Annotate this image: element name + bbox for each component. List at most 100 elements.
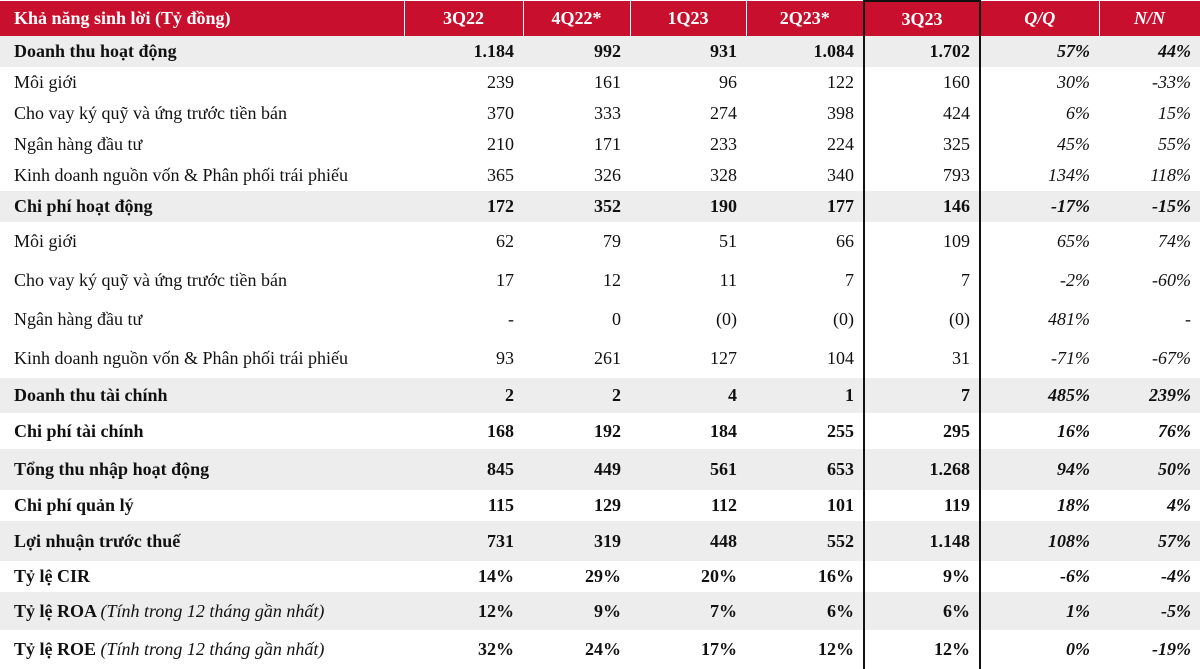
row-label: Môi giới <box>0 67 404 98</box>
row-label: Tỷ lệ CIR <box>0 561 404 592</box>
table-row: Ngân hàng đầu tư 210 171 233 224 325 45% 55% <box>0 129 1200 160</box>
cell-3q23: 793 <box>863 160 981 191</box>
cell-3q23: 109 <box>863 222 981 261</box>
row-note: (Tính trong 12 tháng gần nhất) <box>100 600 325 621</box>
column-header-4q22: 4Q22* <box>523 1 631 36</box>
row-label-text: Chi phí quản lý <box>14 495 134 515</box>
row-label: Ngân hàng đầu tư <box>0 300 404 339</box>
cell-2q23: 104 <box>827 348 854 368</box>
cell-3q22: 93 <box>496 348 514 368</box>
row-label: Tổng thu nhập hoạt động <box>0 449 404 490</box>
cell-1q23: 127 <box>710 348 737 368</box>
cell-2q23: (0) <box>833 309 854 329</box>
cell-1q23: 184 <box>710 420 737 441</box>
row-label: Tỷ lệ ROE (Tính trong 12 tháng gần nhất) <box>0 630 404 669</box>
cell-1q23: 274 <box>710 103 737 123</box>
cell-3q23: (0) <box>863 300 981 339</box>
row-label-text: Chi phí tài chính <box>14 420 144 441</box>
table-row: Tỷ lệ CIR 14% 29% 20% 16% 9% -6% -4% <box>0 561 1200 592</box>
cell-yoy: 76% <box>1158 420 1191 441</box>
cell-1q23: (0) <box>716 309 737 329</box>
cell-4q22: 29% <box>585 566 621 586</box>
cell-yoy: -15% <box>1099 191 1200 222</box>
cell-2q23: 224 <box>827 134 854 154</box>
cell-3q23: 1.702 <box>863 36 981 67</box>
cell-1q23: 96 <box>719 72 737 92</box>
cell-3q23: 6% <box>863 592 981 630</box>
column-header-qoq: Q/Q <box>980 1 1100 36</box>
cell-1q23: 17% <box>701 639 737 659</box>
column-header-3q22: 3Q22 <box>404 1 524 36</box>
table-row: Kinh doanh nguồn vốn & Phân phối trái ph… <box>0 160 1200 191</box>
cell-2q23: 1 <box>746 378 864 413</box>
cell-yoy: -5% <box>1099 592 1200 630</box>
cell-qoq: 0% <box>1066 639 1090 659</box>
cell-3q22: 12% <box>404 592 523 630</box>
table-row: Tổng thu nhập hoạt động 845 449 561 653 1.268… <box>0 449 1200 490</box>
row-label-text: Ngân hàng đầu tư <box>14 134 143 154</box>
cell-yoy: 15% <box>1158 103 1191 123</box>
cell-yoy: - <box>1185 309 1191 329</box>
cell-3q22: 731 <box>404 521 523 561</box>
cell-yoy: 44% <box>1099 36 1200 67</box>
cell-1q23: 11 <box>719 270 737 290</box>
table-row: Cho vay ký quỹ và ứng trước tiền bán 370 3… <box>0 98 1200 129</box>
cell-2q23: 12% <box>818 639 854 659</box>
cell-4q22: 9% <box>523 592 630 630</box>
cell-2q23: 1.084 <box>746 36 864 67</box>
cell-3q23: 295 <box>863 413 981 449</box>
cell-3q22: 172 <box>404 191 523 222</box>
row-label-text: Doanh thu hoạt động <box>14 41 177 61</box>
table-row: Chi phí hoạt động 172 352 190 177 146 -17% -15% <box>0 191 1200 222</box>
cell-1q23: 112 <box>710 495 737 515</box>
cell-2q23: 653 <box>746 449 864 490</box>
cell-3q23: 146 <box>863 191 981 222</box>
cell-2q23: 177 <box>746 191 864 222</box>
cell-3q23: 424 <box>863 98 981 129</box>
row-label-text: Ngân hàng đầu tư <box>14 309 143 329</box>
cell-3q23: 7 <box>863 378 981 413</box>
cell-3q22: 62 <box>496 231 514 251</box>
cell-yoy: -4% <box>1161 566 1191 586</box>
cell-3q23: 1.268 <box>863 449 981 490</box>
table-row: Lợi nhuận trước thuế 731 319 448 552 1.148 108… <box>0 521 1200 561</box>
cell-2q23: 255 <box>827 420 854 441</box>
column-header-2q23: 2Q23* <box>746 1 865 36</box>
cell-3q23: 31 <box>863 339 981 378</box>
cell-yoy: 118% <box>1150 165 1191 185</box>
cell-4q22: 326 <box>594 165 621 185</box>
cell-3q22: 845 <box>404 449 523 490</box>
cell-3q22: 168 <box>487 420 514 441</box>
cell-qoq: 6% <box>1066 103 1090 123</box>
row-label-text: Cho vay ký quỹ và ứng trước tiền bán <box>14 270 287 290</box>
column-header-3q23: 3Q23 <box>863 0 981 36</box>
cell-3q23: 9% <box>863 561 981 592</box>
cell-2q23: 66 <box>836 231 854 251</box>
table-row: Tỷ lệ ROA (Tính trong 12 tháng gần nhất)… <box>0 592 1200 630</box>
table-row: Chi phí quản lý 115 129 112 101 119 18% 4% <box>0 490 1200 521</box>
row-label-text: Cho vay ký quỹ và ứng trước tiền bán <box>14 103 287 123</box>
table-row: Doanh thu hoạt động 1.184 992 931 1.084 1.702… <box>0 36 1200 67</box>
cell-4q22: 0 <box>612 309 621 329</box>
cell-qoq: 481% <box>1048 309 1090 329</box>
cell-qoq: 485% <box>980 378 1099 413</box>
cell-1q23: 561 <box>630 449 746 490</box>
cell-qoq: 18% <box>1057 495 1090 515</box>
cell-qoq: -71% <box>1051 348 1090 368</box>
row-label-text: Tổng thu nhập hoạt động <box>14 459 210 479</box>
cell-yoy: -67% <box>1152 348 1191 368</box>
cell-3q22: 239 <box>487 72 514 92</box>
cell-qoq: -6% <box>1060 566 1090 586</box>
cell-qoq: -2% <box>1060 270 1090 290</box>
row-label-text: Kinh doanh nguồn vốn & Phân phối trái ph… <box>14 348 348 368</box>
cell-4q22: 352 <box>523 191 630 222</box>
cell-1q23: 328 <box>710 165 737 185</box>
cell-4q22: 24% <box>585 639 621 659</box>
cell-3q22: 1.184 <box>404 36 523 67</box>
cell-3q23: 1.148 <box>863 521 981 561</box>
cell-3q22: 365 <box>487 165 514 185</box>
cell-3q23: 119 <box>863 490 981 521</box>
cell-yoy: 57% <box>1099 521 1200 561</box>
cell-yoy: -33% <box>1152 72 1191 92</box>
